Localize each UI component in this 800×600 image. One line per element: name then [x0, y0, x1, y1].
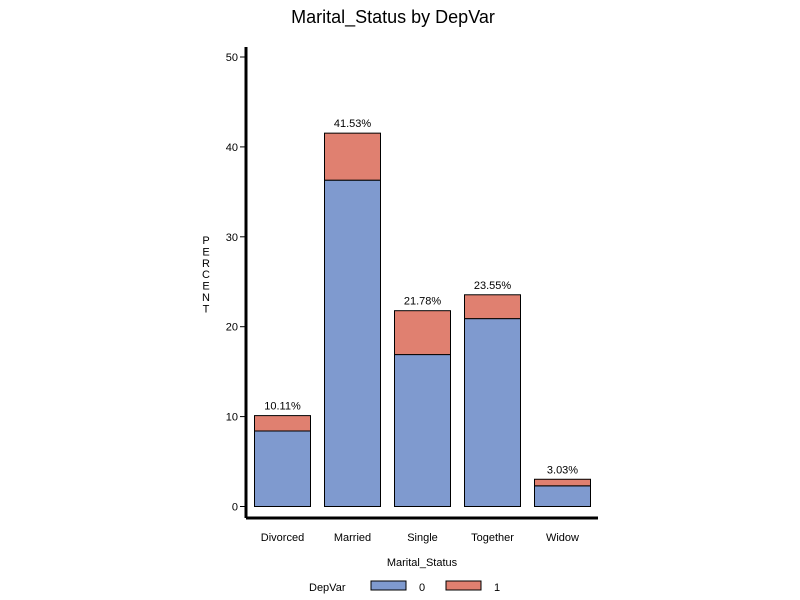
x-axis-label: Marital_Status: [387, 557, 458, 569]
legend-swatch-1: [445, 580, 482, 591]
axes: [244, 47, 598, 520]
y-axis-label-char: N: [202, 292, 210, 304]
bar-segment-single-0: [394, 354, 451, 507]
bar-segment-widow-1: [534, 478, 591, 487]
x-category-label: Divorced: [261, 532, 304, 544]
bar-segment-together-0: [464, 318, 521, 508]
bar-segment-together-1: [464, 294, 521, 320]
y-axis-label-char: P: [202, 235, 209, 247]
y-tick-label: 40: [226, 142, 238, 154]
x-axis-categories: Divorced Married Single Together Widow: [261, 532, 579, 544]
bar-segment-divorced-0: [254, 430, 311, 508]
x-category-label: Married: [334, 532, 371, 544]
y-tick-label: 50: [226, 52, 238, 64]
y-axis-label-char: C: [202, 269, 210, 281]
y-axis-label-char: T: [203, 303, 210, 315]
legend-label-0: 0: [419, 582, 425, 594]
x-category-label: Widow: [546, 532, 579, 544]
y-tick-label: 20: [226, 322, 238, 334]
y-axis-ticks: 0 10 20 30 40 50: [226, 52, 246, 514]
bar-segment-divorced-1: [254, 415, 311, 432]
chart-title: Marital_Status by DepVar: [291, 7, 495, 28]
bar-segment-widow-0: [534, 485, 591, 507]
legend-swatch-0: [370, 580, 407, 591]
bars: [254, 132, 591, 508]
data-label-married: 41.53%: [334, 118, 372, 130]
y-tick-label: 0: [232, 502, 238, 514]
data-labels: 10.11% 41.53% 21.78% 23.55% 3.03%: [264, 118, 578, 476]
x-category-label: Together: [471, 532, 514, 544]
data-label-together: 23.55%: [474, 280, 512, 292]
x-category-label: Single: [407, 532, 438, 544]
bar-segment-single-1: [394, 310, 451, 356]
bar-segment-married-1: [324, 132, 381, 181]
y-tick-label: 30: [226, 232, 238, 244]
legend-label-1: 1: [494, 582, 500, 594]
y-tick-label: 10: [226, 412, 238, 424]
y-axis-label-char: R: [202, 258, 210, 270]
data-label-divorced: 10.11%: [264, 401, 301, 413]
y-axis-label-char: E: [202, 246, 209, 258]
y-axis-label-char: E: [202, 281, 209, 293]
bar-segment-married-0: [324, 179, 381, 507]
data-label-widow: 3.03%: [547, 464, 578, 476]
legend-title: DepVar: [309, 582, 346, 594]
legend: DepVar 0 1: [309, 580, 500, 594]
data-label-single: 21.78%: [404, 296, 442, 308]
